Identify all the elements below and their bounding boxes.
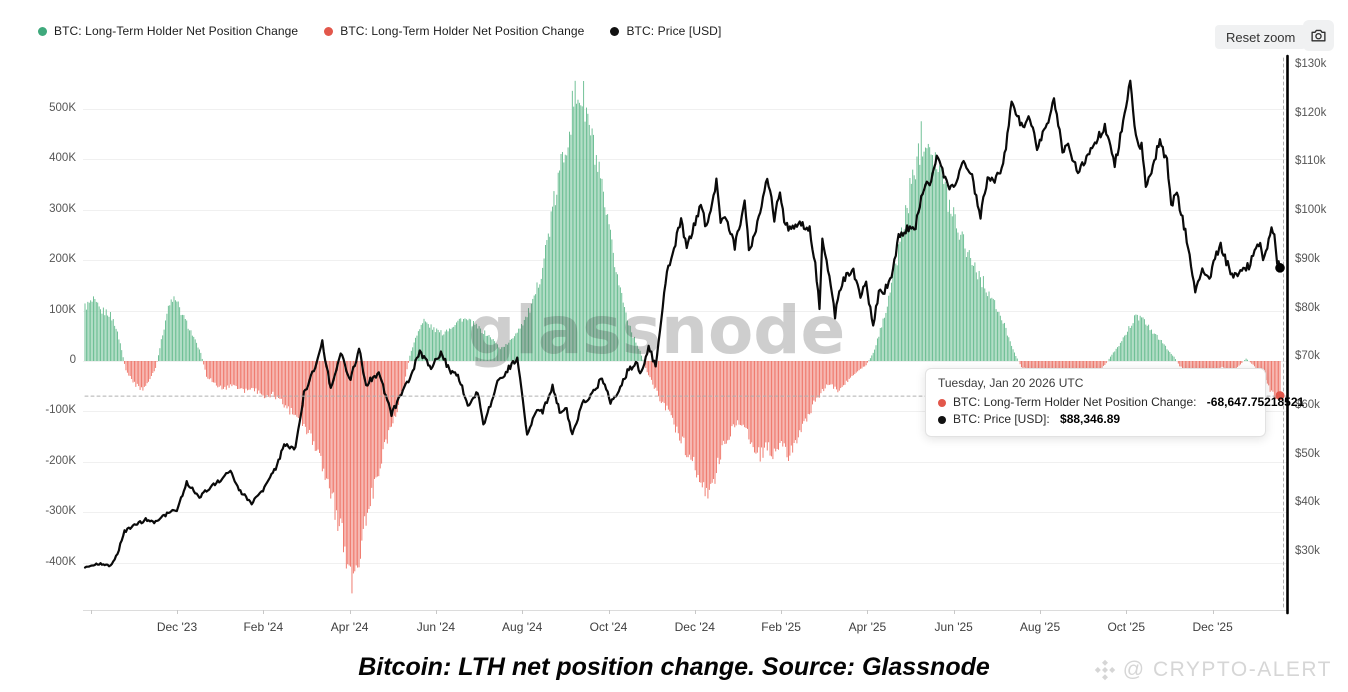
chart-tooltip: Tuesday, Jan 20 2026 UTC BTC: Long-Term … xyxy=(925,368,1304,437)
y-axis-tick-right: $120k xyxy=(1295,106,1327,119)
y-axis-tick-left: 400K xyxy=(49,152,76,165)
x-axis-tick: Jun '25 xyxy=(934,620,973,634)
y-axis-tick-right: $40k xyxy=(1295,496,1320,509)
y-axis-tick-left: 500K xyxy=(49,102,76,114)
y-axis-tick-right: $110k xyxy=(1295,155,1326,168)
diamond-logo-icon xyxy=(1093,658,1117,682)
y-axis-tick-left: 100K xyxy=(49,303,76,316)
y-axis-tick-right: $70k xyxy=(1295,350,1320,363)
y-axis-tick-right: $60k xyxy=(1295,398,1320,411)
x-axis-tick: Oct '24 xyxy=(589,620,628,634)
x-axis-tick: Aug '24 xyxy=(502,620,543,634)
black-dot-icon xyxy=(938,415,946,424)
x-axis-tick: Feb '25 xyxy=(761,620,801,634)
y-axis-tick-left: -200K xyxy=(45,454,76,467)
chart-canvas[interactable] xyxy=(0,0,1348,650)
y-axis-tick-right: $50k xyxy=(1295,447,1320,460)
y-axis-tick-right: $30k xyxy=(1295,545,1320,557)
y-axis-tick-right: $100k xyxy=(1295,204,1327,217)
tooltip-row-price: BTC: Price [USD]: $88,346.89 xyxy=(938,411,1253,428)
red-dot-icon xyxy=(938,398,946,407)
chart-caption: Bitcoin: LTH net position change. Source… xyxy=(358,653,990,681)
brand-text: @ CRYPTO-ALERT xyxy=(1122,658,1332,681)
tooltip-row-lth: BTC: Long-Term Holder Net Position Chang… xyxy=(938,394,1304,411)
x-axis-tick: Dec '25 xyxy=(1192,620,1233,634)
x-axis-tick: Apr '25 xyxy=(848,620,887,634)
tooltip-label: BTC: Long-Term Holder Net Position Chang… xyxy=(953,395,1200,409)
x-axis-tick: Jun '24 xyxy=(416,620,456,634)
tooltip-date: Tuesday, Jan 20 2026 UTC xyxy=(938,376,1084,390)
x-axis-tick: Oct '25 xyxy=(1107,620,1146,634)
y-axis-tick-right: $80k xyxy=(1295,301,1320,314)
x-axis-tick: Dec '23 xyxy=(156,620,198,634)
x-axis-tick: Feb '24 xyxy=(243,620,284,634)
y-axis-tick-left: 200K xyxy=(49,253,76,266)
y-axis-tick-left: 300K xyxy=(49,202,76,215)
y-axis-tick-left: -300K xyxy=(45,505,76,518)
y-axis-tick-right: $90k xyxy=(1295,252,1320,265)
x-axis-tick: Dec '24 xyxy=(674,620,715,634)
tooltip-value: -68,647.75218521 xyxy=(1206,395,1305,409)
y-axis-tick-left: -100K xyxy=(45,404,76,417)
brand-watermark: @ CRYPTO-ALERT xyxy=(1093,658,1332,682)
x-axis-tick: Aug '25 xyxy=(1019,620,1061,634)
y-axis-tick-left: 0 xyxy=(69,354,76,366)
x-axis-tick: Apr '24 xyxy=(330,620,369,634)
tooltip-value: $88,346.89 xyxy=(1060,412,1121,426)
tooltip-label: BTC: Price [USD]: xyxy=(953,412,1054,426)
y-axis-tick-left: -400K xyxy=(45,555,76,568)
y-axis-tick-right: $130k xyxy=(1295,58,1327,70)
